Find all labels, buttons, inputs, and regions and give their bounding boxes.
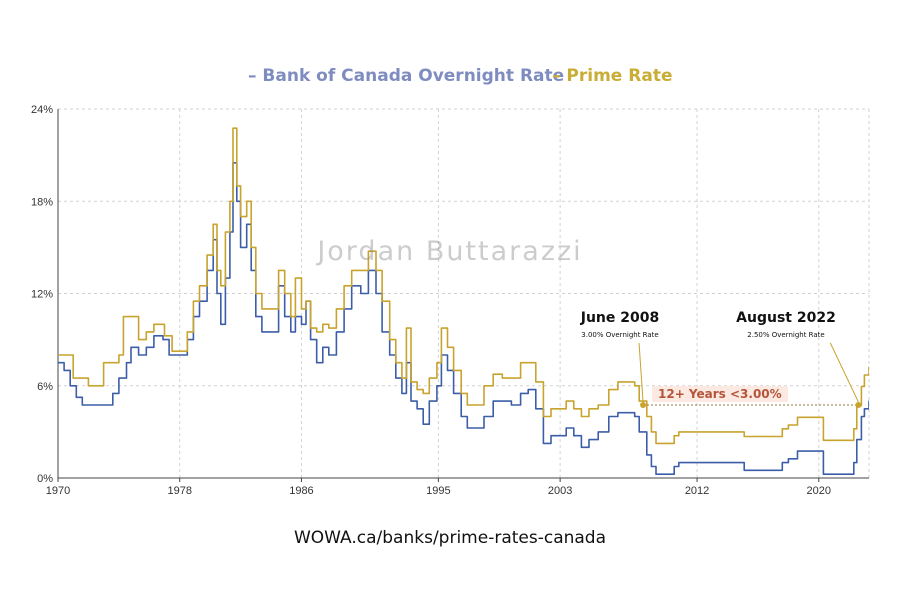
june-2008-marker xyxy=(640,401,647,408)
august-2022-marker xyxy=(855,401,862,408)
series-layer xyxy=(58,127,869,475)
june-2008-leader xyxy=(638,342,644,403)
x-tick-label: 1986 xyxy=(289,485,313,497)
y-tick-label: 24% xyxy=(31,104,53,116)
watermark: Jordan Buttarazzi xyxy=(317,236,583,267)
grid-layer xyxy=(58,108,870,479)
y-tick-label: 6% xyxy=(37,381,53,393)
august-2022-leader xyxy=(829,342,859,403)
legend-prime: – Prime Rate xyxy=(552,66,673,86)
annotation-august-2022-subtitle: 2.50% Overnight Rate xyxy=(747,331,825,339)
x-tick-label: 1970 xyxy=(46,485,70,497)
x-tick-label: 1995 xyxy=(426,485,450,497)
annotation-june-2008-subtitle: 3.00% Overnight Rate xyxy=(581,331,659,339)
axis-layer: 0% 6% 12% 18% 24% 1970 1978 1986 1995 2003 2012 202… xyxy=(31,104,869,497)
y-tick-label: 12% xyxy=(31,289,53,301)
x-tick-label: 2020 xyxy=(807,485,831,497)
x-tick-label: 2012 xyxy=(685,485,709,497)
y-tick-label: 18% xyxy=(31,196,53,208)
y-tick-label: 0% xyxy=(37,473,53,485)
span-label-12-years: 12+ Years <3.00% xyxy=(652,386,788,402)
legend-boc: – Bank of Canada Overnight Rate xyxy=(248,66,565,86)
x-tick-label: 1978 xyxy=(167,485,191,497)
source-url: WOWA.ca/banks/prime-rates-canada xyxy=(293,528,607,548)
x-tick-label: 2003 xyxy=(548,485,572,497)
annotation-june-2008-title: June 2008 xyxy=(580,310,660,326)
prime-rate-line xyxy=(58,127,869,445)
annotation-august-2022-title: August 2022 xyxy=(736,310,836,326)
annotation-layer xyxy=(638,342,862,408)
